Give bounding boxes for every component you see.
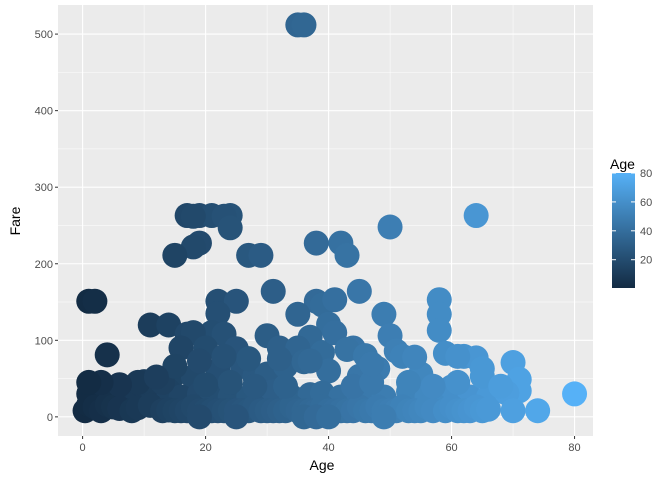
- data-point: [525, 398, 551, 424]
- data-point: [420, 373, 446, 399]
- data-point: [475, 396, 501, 422]
- x-tick-label: 40: [322, 442, 334, 454]
- data-point: [346, 278, 372, 304]
- data-point: [223, 288, 249, 314]
- data-point: [180, 203, 206, 229]
- data-point: [463, 203, 489, 229]
- data-point: [291, 12, 317, 38]
- data-point: [402, 344, 428, 370]
- x-tick-label: 20: [199, 442, 211, 454]
- x-tick-label: 0: [80, 442, 86, 454]
- legend-tick-label: 60: [640, 197, 652, 209]
- data-point: [445, 369, 471, 395]
- legend-tick-label: 40: [640, 226, 652, 238]
- y-tick-label: 400: [35, 106, 53, 118]
- data-point: [162, 353, 188, 379]
- legend-tick-label: 80: [640, 168, 652, 180]
- y-tick-label: 0: [47, 412, 53, 424]
- data-point: [316, 404, 342, 430]
- y-tick-label: 500: [35, 29, 53, 41]
- data-point: [359, 369, 385, 395]
- data-point: [205, 301, 231, 327]
- data-point: [266, 346, 292, 372]
- x-axis: 0 20 40 60 80: [80, 436, 581, 454]
- data-point: [359, 351, 385, 377]
- data-point: [94, 342, 120, 368]
- data-point: [371, 404, 397, 430]
- data-point: [445, 343, 471, 369]
- data-point: [260, 278, 286, 304]
- data-point: [156, 312, 182, 338]
- data-point: [469, 363, 495, 389]
- data-point: [76, 369, 102, 395]
- legend-colorbar: [612, 173, 635, 288]
- data-point: [316, 358, 342, 384]
- y-axis: 0 100 200 300 400 500: [35, 29, 58, 424]
- data-point: [248, 242, 274, 268]
- legend: Age 20 40 60 80: [610, 156, 652, 288]
- y-axis-title: Fare: [7, 206, 23, 235]
- data-point: [500, 398, 526, 424]
- data-point: [186, 404, 212, 430]
- x-axis-title: Age: [310, 457, 335, 473]
- data-point: [297, 348, 323, 374]
- data-point: [562, 381, 588, 407]
- data-point: [377, 214, 403, 240]
- data-point: [137, 312, 163, 338]
- legend-title: Age: [610, 156, 635, 172]
- data-point: [162, 242, 188, 268]
- y-tick-label: 100: [35, 335, 53, 347]
- data-point: [371, 301, 397, 327]
- data-point: [217, 369, 243, 395]
- data-points: [72, 12, 588, 430]
- data-point: [285, 301, 311, 327]
- x-tick-label: 80: [568, 442, 580, 454]
- data-point: [217, 215, 243, 241]
- data-point: [273, 373, 299, 399]
- data-point: [186, 348, 212, 374]
- data-point: [236, 346, 262, 372]
- data-point: [426, 317, 452, 343]
- data-point: [106, 372, 132, 398]
- data-point: [82, 288, 108, 314]
- data-point: [322, 287, 348, 313]
- data-point: [242, 373, 268, 399]
- data-point: [143, 364, 169, 390]
- legend-tick-label: 20: [640, 255, 652, 267]
- legend-ticks: 20 40 60 80: [612, 168, 652, 267]
- data-point: [488, 373, 514, 399]
- data-point: [193, 372, 219, 398]
- data-point: [223, 404, 249, 430]
- data-point: [211, 343, 237, 369]
- data-point: [303, 230, 329, 256]
- data-point: [334, 242, 360, 268]
- y-tick-label: 300: [35, 182, 53, 194]
- x-tick-label: 60: [445, 442, 457, 454]
- y-tick-label: 200: [35, 259, 53, 271]
- data-point: [396, 369, 422, 395]
